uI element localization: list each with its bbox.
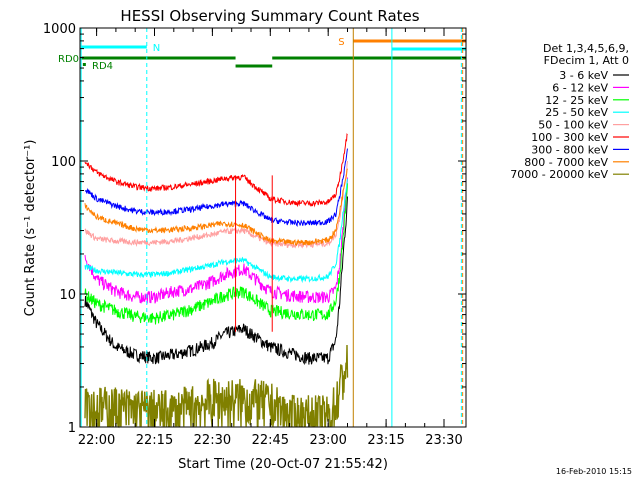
timestamp: 16-Feb-2010 15:15 bbox=[556, 467, 632, 476]
flag-label-s: S bbox=[338, 37, 344, 48]
legend-header-1: FDecim 1, Att 0 bbox=[544, 54, 629, 67]
chart-title: HESSI Observing Summary Count Rates bbox=[120, 7, 419, 25]
legend-label-2: 12 - 25 keV bbox=[545, 94, 608, 107]
series-group bbox=[84, 133, 349, 429]
y-tick-label-0: 1 bbox=[68, 421, 76, 436]
legend-label-3: 25 - 50 keV bbox=[545, 106, 608, 119]
series-line-1 bbox=[84, 177, 348, 304]
flag-label-n: N bbox=[153, 43, 160, 54]
legend: Det 1,3,4,5,6,9,FDecim 1, Att 0 3 - 6 keV… bbox=[510, 42, 629, 181]
y-tick-label-1: 10 bbox=[59, 288, 76, 303]
series-line-2 bbox=[84, 183, 348, 325]
legend-label-8: 7000 - 20000 keV bbox=[510, 168, 608, 181]
flag-marker-rd4 bbox=[82, 63, 86, 66]
legend-header-0: Det 1,3,4,5,6,9, bbox=[543, 42, 629, 55]
series-line-3 bbox=[84, 178, 348, 284]
flag-label-rd0: RD0 bbox=[58, 54, 79, 65]
legend-label-0: 3 - 6 keV bbox=[559, 69, 608, 82]
series-line-5 bbox=[84, 133, 348, 208]
flag-label-rd4: RD4 bbox=[92, 61, 113, 72]
x-tick-label-3: 22:45 bbox=[252, 433, 289, 448]
flag-bars: RD0 RD4 N S bbox=[58, 37, 466, 72]
series-line-0 bbox=[84, 196, 348, 366]
x-tick-label-1: 22:15 bbox=[136, 433, 173, 448]
series-line-8 bbox=[84, 344, 349, 429]
legend-label-1: 6 - 12 keV bbox=[552, 81, 608, 94]
y-axis: 1 10 100 1000 bbox=[43, 22, 466, 436]
plot-frame bbox=[79, 27, 467, 428]
x-axis: 22:00 22:15 22:30 22:45 23:00 23:15 23:30 bbox=[78, 28, 463, 448]
legend-label-6: 300 - 800 keV bbox=[531, 143, 608, 156]
y-tick-label-2: 100 bbox=[51, 155, 76, 170]
vertical-markers bbox=[80, 28, 464, 427]
legend-label-4: 50 - 100 keV bbox=[538, 119, 608, 132]
legend-label-7: 800 - 7000 keV bbox=[524, 156, 608, 169]
x-tick-label-6: 23:30 bbox=[425, 433, 462, 448]
series-line-6 bbox=[84, 148, 348, 228]
legend-label-5: 100 - 300 keV bbox=[531, 131, 608, 144]
x-tick-label-4: 23:00 bbox=[309, 433, 346, 448]
x-axis-label: Start Time (20-Oct-07 21:55:42) bbox=[178, 457, 388, 472]
x-tick-label-5: 23:15 bbox=[367, 433, 404, 448]
x-tick-label-2: 22:30 bbox=[194, 433, 231, 448]
series-line-7 bbox=[84, 168, 348, 247]
y-tick-label-3: 1000 bbox=[43, 22, 76, 37]
y-axis-label: Count Rate (s⁻¹ detector⁻¹) bbox=[23, 140, 38, 317]
x-tick-label-0: 22:00 bbox=[78, 433, 115, 448]
